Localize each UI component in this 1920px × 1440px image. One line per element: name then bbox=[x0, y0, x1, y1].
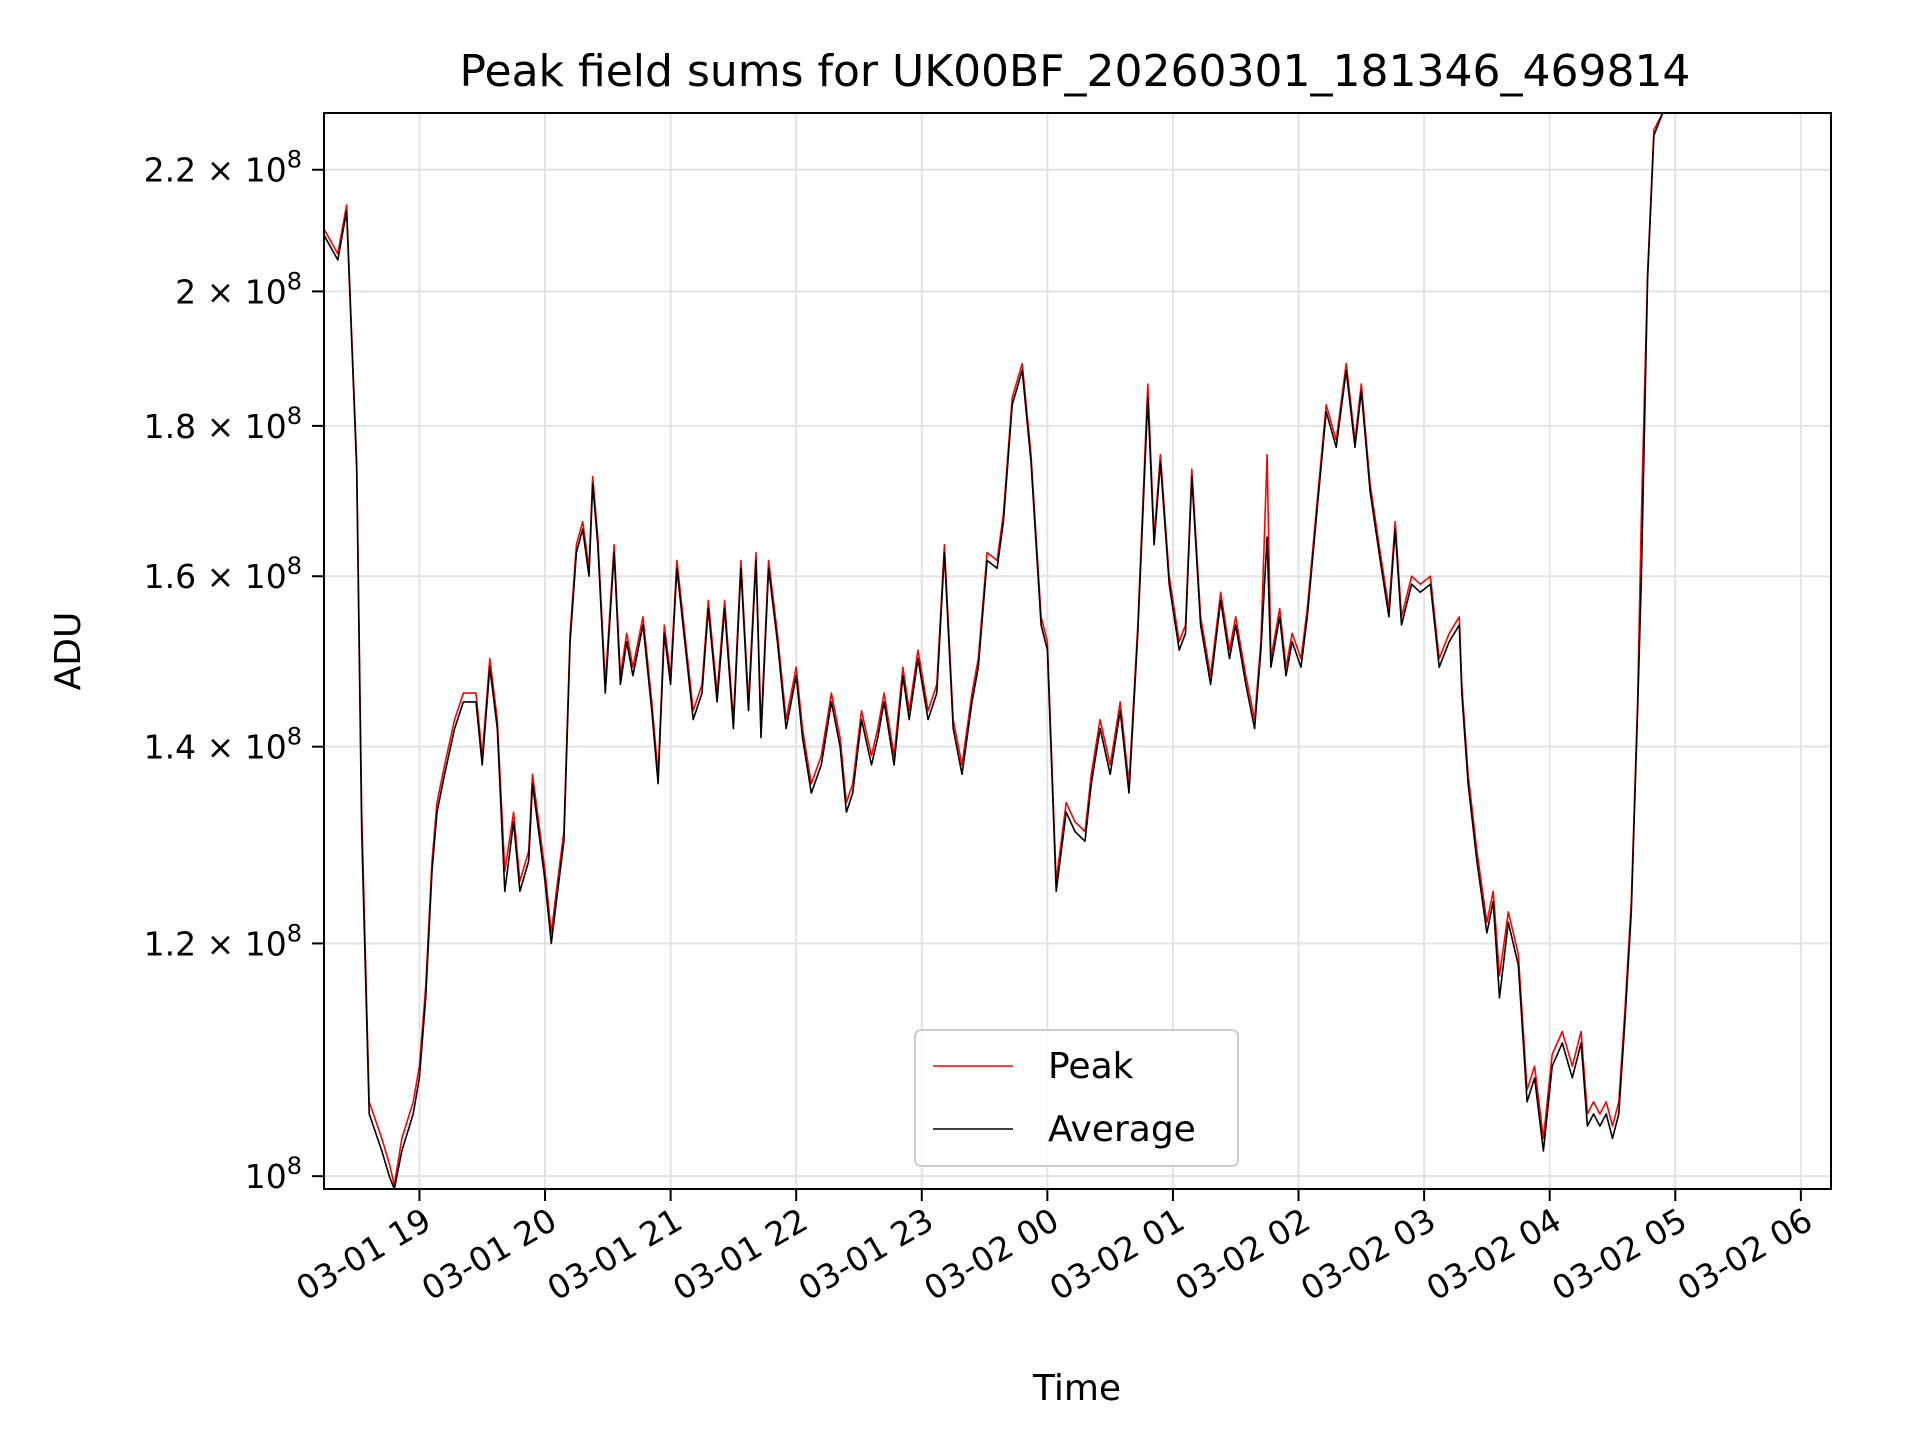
y-tick-label: 1.2 × 108 bbox=[144, 919, 302, 963]
y-axis-label: ADU bbox=[48, 612, 89, 691]
plot-frame bbox=[323, 112, 1832, 1190]
y-tick-label: 1.8 × 108 bbox=[144, 402, 302, 446]
y-tick-label: 108 bbox=[245, 1152, 302, 1196]
series-layer bbox=[324, 113, 1664, 1189]
y-tick-label: 1.6 × 108 bbox=[144, 552, 302, 596]
legend: Peak Average bbox=[914, 1029, 1239, 1167]
grid bbox=[324, 113, 1831, 1189]
legend-box bbox=[914, 1029, 1239, 1167]
y-tick-label: 2 × 108 bbox=[175, 267, 302, 311]
y-tick-label: 2.2 × 108 bbox=[144, 146, 302, 190]
chart-title: Peak field sums for UK00BF_20260301_1813… bbox=[460, 46, 1691, 97]
legend-average-label: Average bbox=[1048, 1109, 1196, 1150]
y-tick-label: 1.4 × 108 bbox=[144, 723, 302, 767]
legend-peak-label: Peak bbox=[1048, 1046, 1134, 1087]
series-line-average bbox=[324, 113, 1664, 1189]
x-axis-label: Time bbox=[1032, 1368, 1121, 1409]
y-axis: 108 1.2 × 108 1.4 × 108 1.6 × 108 1.8 × 108 2… bbox=[144, 146, 324, 1196]
